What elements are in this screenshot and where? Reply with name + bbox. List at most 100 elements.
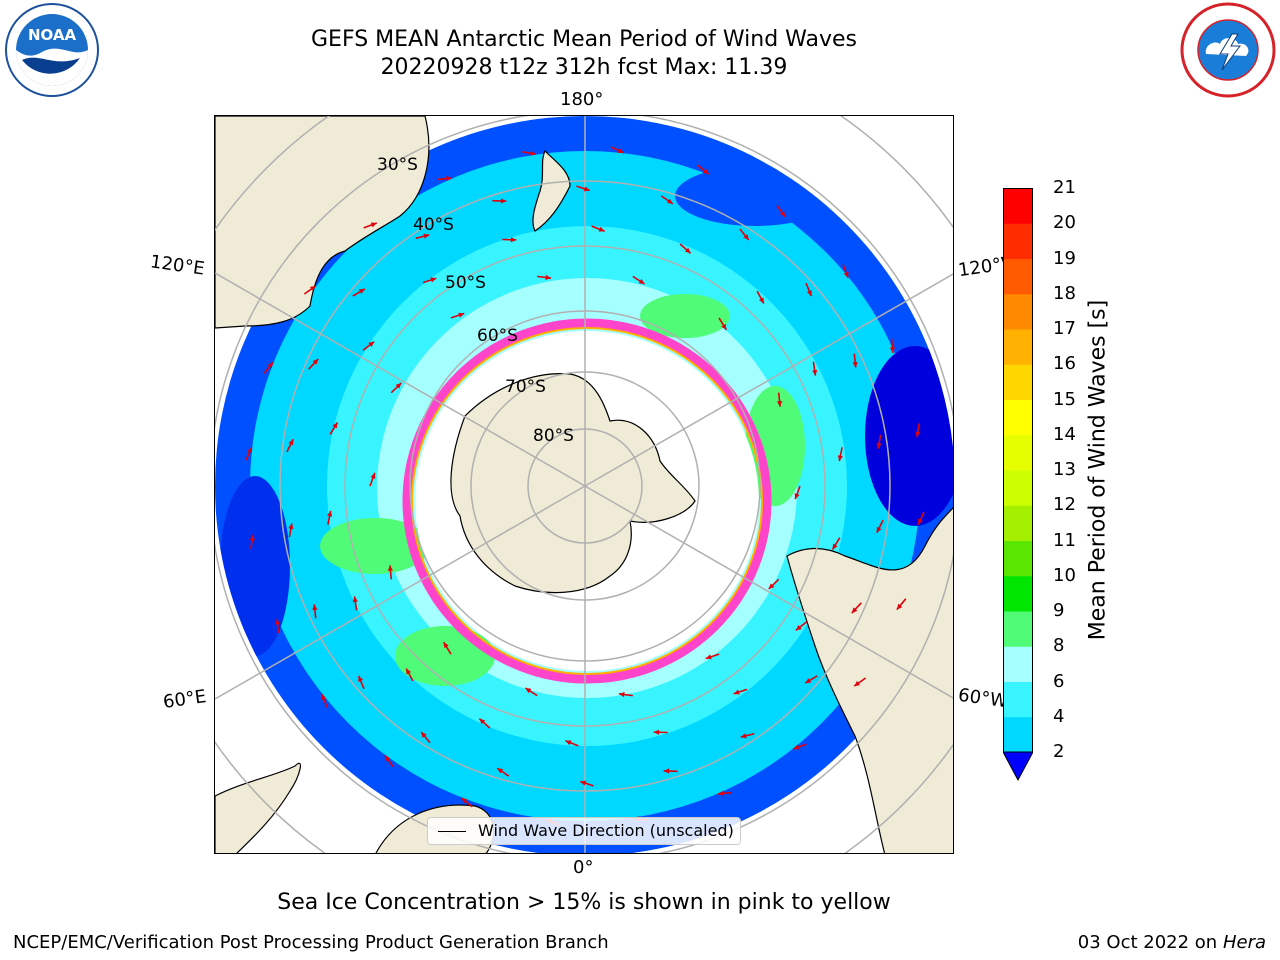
wind-wave-arrowhead	[918, 518, 923, 525]
wind-wave-arrowhead	[733, 689, 740, 695]
noaa-logo-text: NOAA	[28, 26, 77, 44]
colorbar-tick-label: 13	[1053, 459, 1076, 480]
wind-wave-arrowhead	[598, 226, 605, 232]
wind-wave-arrowhead	[779, 210, 786, 217]
wind-wave-arrowhead	[370, 472, 376, 479]
wind-wave-arrowhead	[446, 176, 452, 182]
wind-wave-arrowhead	[384, 755, 391, 762]
wind-wave-arrowhead	[618, 691, 625, 698]
wind-wave-arrowhead	[458, 312, 465, 318]
wind-wave-arrowhead	[497, 768, 504, 774]
wind-wave-arrowhead	[583, 186, 590, 192]
wind-wave-arrowhead	[479, 718, 486, 725]
wind-wave-arrowhead	[370, 222, 377, 228]
colorbar-tick-label: 15	[1053, 388, 1076, 410]
wind-wave-arrowhead	[352, 596, 358, 603]
colorbar-block	[1003, 364, 1033, 400]
colorbar-tick-label: 12	[1053, 494, 1076, 516]
colorbar-tick-label: 6	[1053, 670, 1065, 692]
wind-wave-arrowhead	[743, 234, 749, 241]
wind-wave-arrowhead	[889, 347, 895, 353]
wind-wave-arrowhead	[837, 455, 843, 462]
colorbar-block	[1003, 505, 1033, 541]
graticule	[215, 116, 953, 853]
wind-wave-arrowhead	[702, 168, 709, 175]
colorbar-tick-label: 19	[1053, 247, 1076, 269]
wind-wave-arrowhead	[510, 237, 517, 243]
colorbar-block	[1003, 293, 1033, 330]
wind-wave-arrowhead	[663, 768, 670, 774]
map-legend: Wind Wave Direction (unscaled)	[427, 817, 741, 845]
colorbar-block	[1003, 575, 1033, 612]
wind-wave-arrowhead	[794, 493, 800, 500]
lat-label-40s: 40°S	[413, 215, 454, 235]
colorbar-tick-label: 21	[1053, 177, 1076, 198]
lon-label-0: 0°	[573, 857, 594, 878]
colorbar-tick-label: 14	[1053, 423, 1076, 445]
wind-wave-arrowhead	[806, 290, 812, 297]
national-weather-service-logo	[1180, 2, 1276, 98]
wind-wave-arrowhead	[843, 271, 849, 278]
wind-wave-arrowhead	[387, 565, 394, 571]
wind-wave-arrowhead	[805, 678, 812, 684]
wind-wave-arrows	[245, 146, 925, 826]
wind-wave-arrowhead	[876, 442, 882, 449]
wind-wave-arrowhead	[852, 361, 858, 368]
colorbar-tick-label: 8	[1053, 635, 1065, 657]
wind-wave-arrowhead	[443, 642, 449, 649]
wind-wave-arrowhead	[768, 583, 775, 590]
colorbar-tick-label: 11	[1053, 529, 1076, 551]
wind-wave-arrowhead	[275, 619, 281, 625]
lon-label-60w: 60°W	[956, 684, 1009, 713]
polar-map: 30°S 40°S 50°S 60°S 70°S 80°S	[214, 115, 954, 854]
wind-wave-arrowhead	[312, 604, 318, 611]
wind-wave-arrowhead	[545, 274, 552, 281]
footer-producer: NCEP/EMC/Verification Post Processing Pr…	[13, 932, 609, 953]
wind-wave-arrowhead	[327, 510, 333, 517]
wind-wave-arrowhead	[638, 278, 645, 284]
lat-label-70s: 70°S	[505, 377, 546, 397]
wind-wave-arrowhead	[368, 341, 375, 348]
colorbar-block	[1003, 716, 1033, 753]
colorbar-label: Mean Period of Wind Waves [s]	[1085, 299, 1111, 641]
wind-wave-arrowhead	[530, 150, 537, 156]
wind-wave-arrowhead	[896, 603, 903, 610]
colorbar-block	[1003, 611, 1033, 647]
lon-label-60e: 60°E	[161, 686, 208, 713]
wind-wave-arrowhead	[565, 740, 572, 746]
wind-wave-arrowhead	[812, 369, 818, 376]
lat-label-80s: 80°S	[533, 426, 574, 446]
wind-wave-arrowhead	[525, 688, 532, 694]
wind-wave-arrowhead	[876, 526, 882, 533]
wind-wave-arrowhead	[358, 675, 364, 682]
colorbar-tick-label: 10	[1053, 564, 1076, 586]
footer-date-text: 03 Oct 2022 on	[1077, 932, 1218, 953]
wind-wave-arrowhead	[580, 780, 587, 786]
wind-wave-arrowhead	[851, 607, 858, 614]
footer-date: 03 Oct 2022 on Hera	[1078, 932, 1266, 953]
wind-wave-arrowhead	[430, 277, 437, 283]
colorbar-tick-label: 18	[1053, 282, 1076, 304]
wind-wave-arrowhead	[421, 731, 427, 738]
wind-wave-arrowhead	[358, 288, 365, 294]
colorbar-block	[1003, 434, 1033, 471]
wind-wave-arrowhead	[776, 401, 783, 407]
wind-wave-arrowhead	[832, 543, 838, 550]
wind-wave-arrowhead	[705, 654, 712, 660]
colorbar-block	[1003, 540, 1033, 577]
wind-wave-arrowhead	[854, 680, 861, 687]
wind-wave-arrowhead	[653, 729, 660, 735]
colorbar-block	[1003, 188, 1033, 224]
wind-wave-arrowhead	[500, 198, 507, 204]
wind-wave-arrowhead	[288, 523, 294, 530]
colorbar-tick-label: 16	[1053, 353, 1076, 375]
wind-wave-arrowhead	[740, 733, 747, 739]
wind-wave-arrowhead	[793, 744, 800, 750]
colorbar	[1003, 188, 1033, 782]
wind-wave-arrowhead	[406, 668, 412, 675]
wind-wave-arrowhead	[915, 431, 921, 438]
wind-wave-arrowhead	[461, 797, 468, 804]
wind-wave-arrowhead	[684, 247, 691, 254]
colorbar-block	[1003, 470, 1033, 506]
colorbar-block	[1003, 329, 1033, 365]
